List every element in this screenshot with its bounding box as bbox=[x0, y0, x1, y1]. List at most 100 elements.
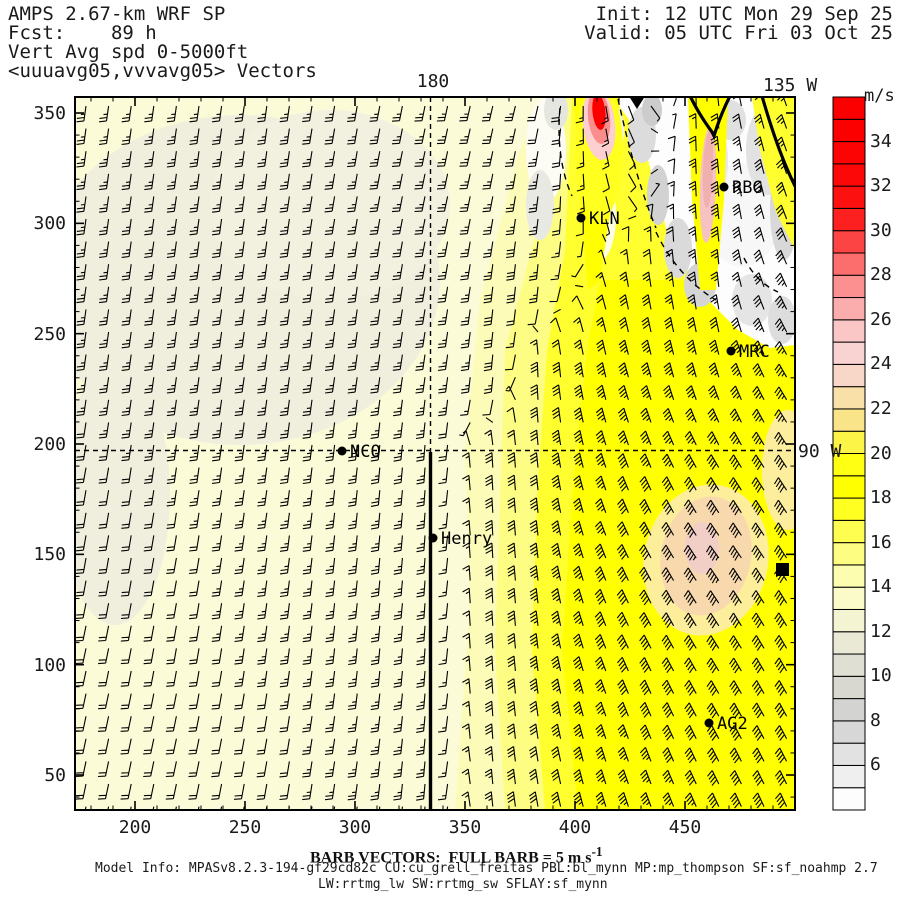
wind-barb bbox=[234, 151, 245, 168]
wind-barb bbox=[393, 535, 403, 553]
wind-barb bbox=[710, 226, 720, 242]
wind-barb bbox=[506, 791, 516, 807]
wind-barb bbox=[97, 783, 110, 800]
colorbar-cell bbox=[832, 497, 866, 521]
wind-barb bbox=[211, 490, 223, 507]
wind-barb bbox=[75, 625, 87, 642]
wind-barb bbox=[166, 490, 177, 507]
wind-barb bbox=[459, 218, 471, 235]
wind-barb bbox=[482, 399, 494, 416]
wind-barb bbox=[751, 657, 765, 674]
wind-barb bbox=[462, 452, 471, 468]
wind-barb bbox=[662, 430, 675, 446]
wind-barb bbox=[211, 580, 223, 597]
wind-barb bbox=[144, 331, 155, 349]
wind-barb bbox=[143, 490, 155, 507]
wind-barb bbox=[324, 105, 336, 123]
wind-barb bbox=[121, 264, 132, 281]
wind-barb bbox=[751, 408, 765, 423]
wind-barb bbox=[257, 648, 268, 665]
wind-barb bbox=[573, 723, 584, 739]
wind-barb bbox=[640, 792, 652, 807]
wind-barb bbox=[121, 105, 132, 123]
speed-region bbox=[592, 97, 606, 130]
wind-barb bbox=[166, 264, 177, 281]
wind-barb bbox=[416, 693, 426, 711]
wind-barb bbox=[348, 490, 358, 507]
wind-barb bbox=[774, 657, 788, 674]
wind-barb bbox=[506, 309, 516, 326]
terrain-contour bbox=[743, 257, 779, 293]
wind-barb bbox=[661, 702, 675, 718]
wind-barb bbox=[576, 173, 585, 192]
wind-barb bbox=[76, 241, 87, 258]
wind-barb bbox=[325, 535, 336, 552]
wind-barb bbox=[616, 544, 629, 560]
wind-barb bbox=[528, 196, 539, 213]
wind-barb-layer bbox=[75, 97, 788, 810]
wind-barb bbox=[462, 565, 471, 581]
wind-barb bbox=[776, 97, 788, 107]
wind-barb bbox=[459, 196, 471, 213]
wind-barb bbox=[279, 738, 290, 755]
wind-barb bbox=[325, 580, 336, 598]
wind-barb bbox=[165, 761, 177, 778]
wind-barb bbox=[257, 196, 268, 213]
wind-barb bbox=[774, 747, 788, 764]
coastline bbox=[760, 97, 795, 188]
wind-barb bbox=[165, 693, 177, 710]
wind-barb bbox=[302, 557, 313, 575]
wind-barb bbox=[166, 512, 177, 529]
wind-barb bbox=[188, 670, 200, 687]
colorbar-cell bbox=[832, 519, 866, 544]
wind-barb bbox=[257, 241, 268, 258]
wind-barb bbox=[774, 363, 788, 378]
wind-barb bbox=[549, 286, 562, 303]
wind-barb bbox=[256, 761, 268, 778]
wind-barb bbox=[279, 331, 290, 349]
wind-barb bbox=[572, 610, 584, 626]
colorbar-cell bbox=[832, 274, 866, 299]
wind-barb bbox=[189, 603, 200, 620]
wind-barb bbox=[617, 679, 629, 696]
wind-barb bbox=[393, 580, 403, 598]
wind-barb bbox=[504, 128, 516, 145]
wind-barb bbox=[76, 151, 87, 168]
wind-barb bbox=[121, 444, 132, 462]
wind-barb bbox=[775, 272, 788, 288]
title-model: AMPS 2.67-km WRF SP bbox=[8, 3, 226, 25]
colorbar-cell bbox=[832, 720, 866, 744]
wind-barb bbox=[370, 286, 381, 304]
wind-barb bbox=[505, 218, 516, 236]
wind-barb bbox=[507, 429, 516, 446]
wind-barb bbox=[573, 429, 584, 446]
wind-barb bbox=[370, 535, 381, 553]
wind-barb bbox=[302, 738, 313, 755]
wind-barb bbox=[76, 399, 87, 417]
wind-barb bbox=[688, 248, 697, 265]
wind-barb bbox=[527, 151, 539, 168]
wind-barb bbox=[257, 151, 268, 168]
wind-barb bbox=[234, 241, 245, 258]
wind-barb bbox=[551, 542, 562, 559]
colorbar-tick-label: 10 bbox=[870, 665, 892, 687]
wind-barb bbox=[710, 203, 720, 220]
colorbar-cell bbox=[832, 408, 866, 432]
wind-barb bbox=[551, 655, 562, 672]
wind-barb bbox=[416, 761, 426, 779]
wind-barb bbox=[211, 738, 223, 755]
wind-barb bbox=[370, 467, 381, 485]
wind-barb bbox=[595, 746, 607, 762]
wind-barb bbox=[639, 657, 652, 673]
wind-barb bbox=[75, 490, 87, 507]
wind-barb bbox=[324, 783, 336, 801]
wind-barb bbox=[751, 590, 765, 606]
wind-barb bbox=[302, 580, 313, 598]
wind-barb bbox=[616, 656, 629, 673]
speed-region bbox=[664, 218, 692, 278]
wind-barb bbox=[189, 286, 200, 304]
wind-barb bbox=[618, 384, 629, 400]
station-dot bbox=[428, 533, 438, 543]
wind-barb bbox=[572, 588, 584, 604]
wind-barb bbox=[347, 738, 358, 756]
